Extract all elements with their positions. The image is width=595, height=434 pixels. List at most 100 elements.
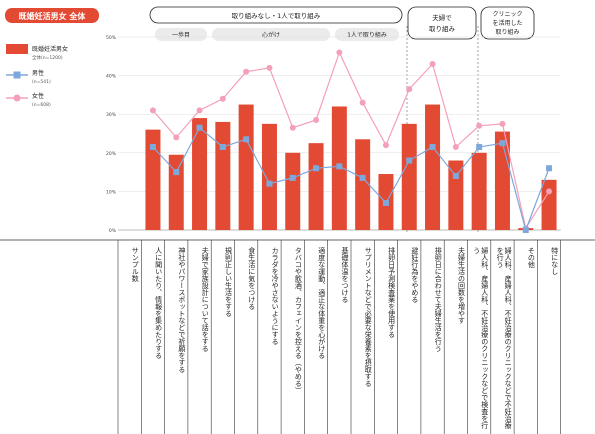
legend-male-marker bbox=[13, 71, 21, 79]
male-point bbox=[173, 169, 180, 176]
group-label-solo: 取り組みなし・1人で取り組み bbox=[232, 11, 321, 20]
male-point bbox=[499, 140, 506, 147]
legend-sub-female: (n=608) bbox=[32, 102, 51, 108]
bar bbox=[238, 104, 254, 230]
female-point bbox=[336, 49, 343, 56]
male-point bbox=[359, 174, 366, 181]
female-point bbox=[196, 107, 203, 114]
y-tick-label: 40% bbox=[106, 74, 117, 80]
legend-label-total: 既婚妊活男女 bbox=[32, 45, 68, 53]
female-point bbox=[429, 61, 436, 68]
female-point bbox=[219, 95, 226, 102]
group-label-couple-1: 夫婦で bbox=[432, 13, 452, 22]
bar bbox=[145, 129, 161, 230]
female-point bbox=[452, 144, 459, 151]
group-box-clinic bbox=[480, 6, 535, 40]
legend-sub-male: (n=541) bbox=[32, 79, 51, 85]
subgroup-box-mind bbox=[212, 28, 330, 41]
group-label-clinic-1: クリニック bbox=[492, 11, 522, 18]
category-label: その他 bbox=[527, 247, 536, 268]
bar bbox=[401, 123, 417, 230]
category-label: 特になし bbox=[550, 247, 559, 275]
category-label: タバコや飲酒、カフェインを控える（やめる） bbox=[294, 247, 303, 394]
legend-sub-total: 全体(n=1200) bbox=[32, 54, 63, 61]
subgroup-label-mind: 心がけ bbox=[262, 31, 280, 39]
y-tick-label: 20% bbox=[106, 151, 117, 157]
female-point bbox=[149, 107, 156, 114]
category-label: 婦人科、産婦人科、不妊治療のクリニックなどで不妊治療を行う bbox=[496, 247, 513, 429]
female-point bbox=[499, 120, 506, 127]
group-label-clinic-3: 取り組み bbox=[495, 28, 519, 36]
category-label: 基礎体温をつける bbox=[340, 247, 349, 303]
bar bbox=[215, 121, 231, 230]
bar bbox=[448, 160, 464, 230]
legend-bar-swatch bbox=[6, 44, 28, 54]
female-point bbox=[289, 124, 296, 131]
category-label: 人に聞いたり、情報を集めたりする bbox=[154, 247, 163, 359]
bar bbox=[471, 152, 487, 230]
bar bbox=[541, 179, 557, 230]
category-label: 食生活に気をつける bbox=[247, 247, 256, 310]
category-label: サプリメントなどで必要な栄養素を摂取する bbox=[364, 247, 373, 387]
subgroup-box-first bbox=[155, 28, 207, 41]
subgroup-label-solo: 1人で取り組み bbox=[347, 31, 387, 39]
category-label: 婦人科、産婦人科、不妊治療のクリニックなどで検査を行う bbox=[472, 247, 489, 429]
female-point bbox=[476, 122, 483, 129]
male-point bbox=[289, 174, 296, 181]
male-point bbox=[546, 165, 553, 172]
male-point bbox=[219, 144, 226, 151]
female-point bbox=[382, 142, 389, 149]
bar bbox=[285, 152, 301, 230]
female-point bbox=[266, 64, 273, 71]
subgroup-box-solo bbox=[335, 28, 399, 41]
male-point bbox=[196, 124, 203, 131]
male-series-line bbox=[152, 126, 550, 232]
female-point bbox=[546, 188, 553, 195]
male-point bbox=[313, 165, 320, 172]
y-tick-label: 10% bbox=[106, 189, 117, 195]
female-point bbox=[243, 68, 250, 75]
category-label: 夫婦で家族設計について話をする bbox=[201, 247, 210, 352]
category-label: 適度な運動、適正な体重を心がける bbox=[317, 247, 326, 359]
group-box-couple bbox=[407, 6, 477, 40]
category-label: 避妊行為をやめる bbox=[410, 247, 419, 303]
female-point bbox=[173, 134, 180, 141]
bar bbox=[355, 139, 371, 230]
category-label: 排卵日予測検査薬を使用する bbox=[387, 247, 396, 338]
female-point bbox=[359, 99, 366, 106]
male-point bbox=[382, 199, 389, 206]
bar bbox=[261, 123, 277, 230]
y-tick-label: 50% bbox=[106, 35, 117, 41]
male-point bbox=[149, 144, 156, 151]
chart-title-badge bbox=[5, 8, 99, 23]
y-tick-label: 0% bbox=[109, 228, 117, 234]
subgroup-label-first: 一歩目 bbox=[172, 31, 190, 39]
category-label: 排卵日に合わせて夫婦生活を行う bbox=[434, 247, 443, 352]
group-label-clinic-2: を活用した bbox=[492, 19, 522, 27]
category-label: 規則正しい生活をする bbox=[224, 247, 233, 317]
category-label: 夫婦生活の回数を増やす bbox=[457, 247, 466, 324]
legend: 既婚妊活男女 全体(n=1200) 男性 (n=541) 女性 (n=608) bbox=[6, 44, 68, 108]
female-point bbox=[406, 86, 413, 93]
chart-title: 既婚妊活男女 全体 bbox=[19, 11, 87, 21]
bar bbox=[425, 104, 441, 230]
male-point bbox=[243, 136, 250, 143]
bar bbox=[192, 118, 208, 230]
male-point bbox=[476, 144, 483, 151]
category-label: サンプル数 bbox=[131, 247, 140, 282]
bar bbox=[308, 143, 324, 230]
group-box-solo bbox=[149, 6, 403, 24]
y-tick-label: 30% bbox=[106, 112, 117, 118]
female-series-line bbox=[152, 50, 550, 230]
bar bbox=[168, 154, 184, 230]
male-point bbox=[406, 157, 413, 164]
female-point bbox=[313, 116, 320, 123]
legend-label-male: 男性 bbox=[32, 69, 44, 77]
group-label-couple-2: 取り組み bbox=[429, 24, 456, 33]
male-point bbox=[336, 163, 343, 170]
category-label: カラダを冷やさないようにする bbox=[271, 247, 280, 345]
male-point bbox=[452, 172, 459, 179]
male-point bbox=[429, 144, 436, 151]
legend-label-female: 女性 bbox=[32, 92, 44, 100]
